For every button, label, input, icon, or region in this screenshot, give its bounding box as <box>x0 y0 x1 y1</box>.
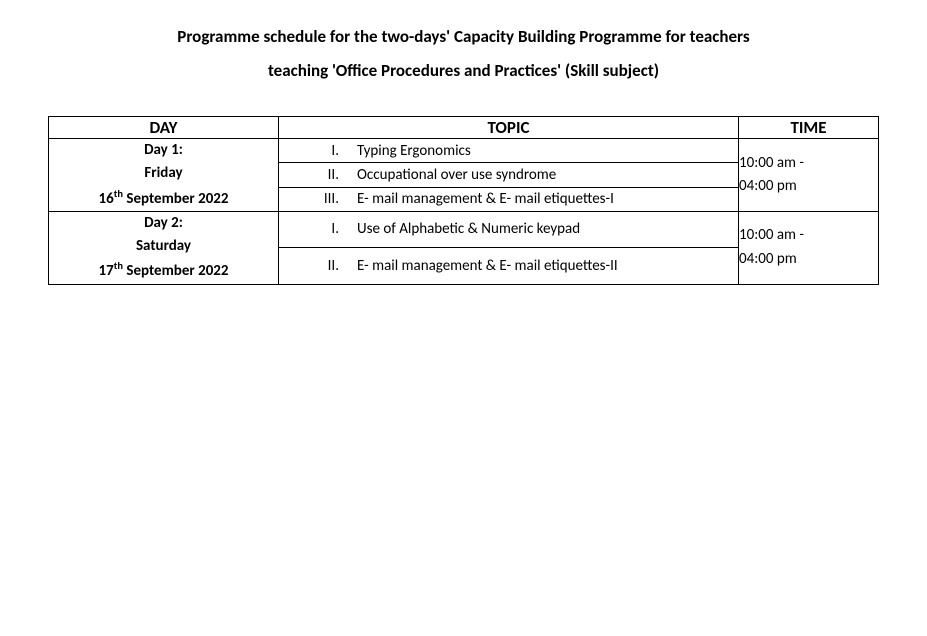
day1-date-rest: September 2022 <box>123 190 229 208</box>
title-line-1: Programme schedule for the two-days' Cap… <box>177 26 749 47</box>
header-time: TIME <box>739 117 879 139</box>
day1-topic-1: I. Typing Ergonomics <box>279 139 739 163</box>
topic-text: Occupational over use syndrome <box>357 166 738 184</box>
page-title: Programme schedule for the two-days' Cap… <box>48 20 879 88</box>
table-row: Day 1: Friday 16th September 2022 I. Typ… <box>49 139 879 163</box>
roman-numeral: II. <box>279 166 357 184</box>
time-line-2: 04:00 pm <box>739 177 797 195</box>
day1-topic-2: II. Occupational over use syndrome <box>279 163 739 187</box>
roman-numeral: II. <box>279 257 357 275</box>
table-row: Day 2: Saturday 17th September 2022 I. U… <box>49 211 879 247</box>
roman-numeral: I. <box>279 220 357 238</box>
header-day: DAY <box>49 117 279 139</box>
roman-numeral: I. <box>279 142 357 160</box>
topic-text: Use of Alphabetic & Numeric keypad <box>357 220 738 238</box>
day2-date-rest: September 2022 <box>123 262 229 280</box>
day1-topic-3: III. E- mail management & E- mail etique… <box>279 187 739 211</box>
day1-weekday: Friday <box>144 164 182 182</box>
day1-date-suffix: th <box>114 187 123 200</box>
title-line-2: teaching 'Office Procedures and Practice… <box>268 60 659 81</box>
day2-date-suffix: th <box>114 259 123 272</box>
day2-cell: Day 2: Saturday 17th September 2022 <box>49 211 279 284</box>
table-header-row: DAY TOPIC TIME <box>49 117 879 139</box>
roman-numeral: III. <box>279 190 357 208</box>
topic-text: Typing Ergonomics <box>357 142 738 160</box>
time-line-1: 10:00 am - <box>739 226 804 244</box>
time-line-1: 10:00 am - <box>739 154 804 172</box>
day1-label: Day 1: <box>144 141 183 159</box>
topic-text: E- mail management & E- mail etiquettes-… <box>357 190 738 208</box>
day2-time: 10:00 am - 04:00 pm <box>739 211 879 284</box>
schedule-table: DAY TOPIC TIME Day 1: Friday 16th Septem… <box>48 116 879 285</box>
day2-weekday: Saturday <box>136 237 191 255</box>
time-line-2: 04:00 pm <box>739 250 797 268</box>
day2-date-prefix: 17 <box>98 262 113 280</box>
header-topic: TOPIC <box>279 117 739 139</box>
day2-label: Day 2: <box>144 214 183 232</box>
topic-text: E- mail management & E- mail etiquettes-… <box>357 257 738 275</box>
day1-date-prefix: 16 <box>98 190 113 208</box>
day2-topic-2: II. E- mail management & E- mail etiquet… <box>279 248 739 284</box>
day1-cell: Day 1: Friday 16th September 2022 <box>49 139 279 212</box>
day1-time: 10:00 am - 04:00 pm <box>739 139 879 212</box>
day2-topic-1: I. Use of Alphabetic & Numeric keypad <box>279 211 739 247</box>
